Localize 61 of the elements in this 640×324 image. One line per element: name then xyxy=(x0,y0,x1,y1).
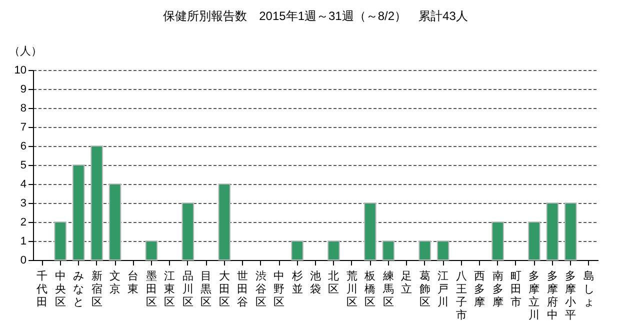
x-tick-label: 台東 xyxy=(128,270,139,296)
x-tick-label: 新宿区 xyxy=(91,270,102,308)
bar xyxy=(291,240,304,260)
bar xyxy=(90,146,103,260)
bar xyxy=(218,184,231,260)
y-tick-label: 9 xyxy=(20,84,26,96)
bar xyxy=(72,164,85,260)
bar xyxy=(382,240,395,260)
x-tick-label: 墨田区 xyxy=(146,270,157,308)
x-tick-label: 多摩府中 xyxy=(546,270,558,322)
bar xyxy=(546,202,559,260)
x-tick-label: 池袋 xyxy=(310,270,321,296)
x-tick-label: 大田区 xyxy=(218,270,230,308)
x-tick-label: 練馬区 xyxy=(382,270,394,308)
x-tick-label: 荒川区 xyxy=(346,270,358,308)
chart-title: 保健所別報告数 2015年1週～31週（～8/2） 累計43人 xyxy=(163,9,468,23)
x-tick-label: 板橋区 xyxy=(364,270,376,308)
bar xyxy=(182,202,194,260)
x-tick-label: 江東区 xyxy=(164,270,176,308)
x-tick-label: 渋谷区 xyxy=(255,270,266,308)
bar xyxy=(108,184,122,260)
bar xyxy=(54,222,66,260)
x-tick-label: 世田谷 xyxy=(237,270,248,308)
y-tick-label: 0 xyxy=(20,254,26,266)
y-tick-label: 2 xyxy=(20,216,26,228)
y-tick-label: 1 xyxy=(20,236,26,248)
x-tick-label: 江戸川 xyxy=(438,270,449,308)
bar xyxy=(564,202,577,260)
x-tick-label: 葛飾区 xyxy=(419,270,430,308)
x-tick-label: 中野区 xyxy=(274,270,285,308)
y-axis-title: （人） xyxy=(9,46,42,58)
y-tick-label: 5 xyxy=(20,160,26,172)
bar xyxy=(328,240,340,260)
x-tick-label: 文京 xyxy=(110,270,121,296)
x-tick-label: 西多摩 xyxy=(474,270,486,308)
x-tick-label: 多摩立川 xyxy=(528,270,540,322)
y-tick-label: 7 xyxy=(20,122,26,134)
y-tick-label: 4 xyxy=(20,178,26,190)
y-tick-label: 10 xyxy=(14,64,26,76)
x-tick-label: 島しょ xyxy=(583,270,594,308)
x-tick-label: 千代田 xyxy=(36,270,48,308)
x-tick-label: 八王子市 xyxy=(456,270,467,322)
bar xyxy=(528,222,540,260)
x-tick-label: 目黒区 xyxy=(200,270,212,308)
bar xyxy=(364,202,376,260)
y-tick-label: 3 xyxy=(20,198,26,210)
y-tick-label: 8 xyxy=(20,102,26,114)
x-tick-label: 南多摩 xyxy=(492,270,504,308)
x-tick-label: 中央区 xyxy=(54,270,66,308)
y-tick-label: 6 xyxy=(20,140,26,152)
bar xyxy=(436,240,450,260)
x-tick-label: 足立 xyxy=(401,270,412,296)
x-tick-label: 杉並 xyxy=(290,270,303,296)
x-tick-label: 北区 xyxy=(328,270,340,296)
bar xyxy=(492,222,504,260)
x-tick-label: 町田市 xyxy=(510,270,522,308)
bar xyxy=(145,240,158,260)
x-tick-label: 品川区 xyxy=(182,270,194,308)
x-tick-label: みなと xyxy=(73,270,84,308)
x-tick-label: 多摩小平 xyxy=(565,270,576,322)
bar xyxy=(418,240,432,260)
